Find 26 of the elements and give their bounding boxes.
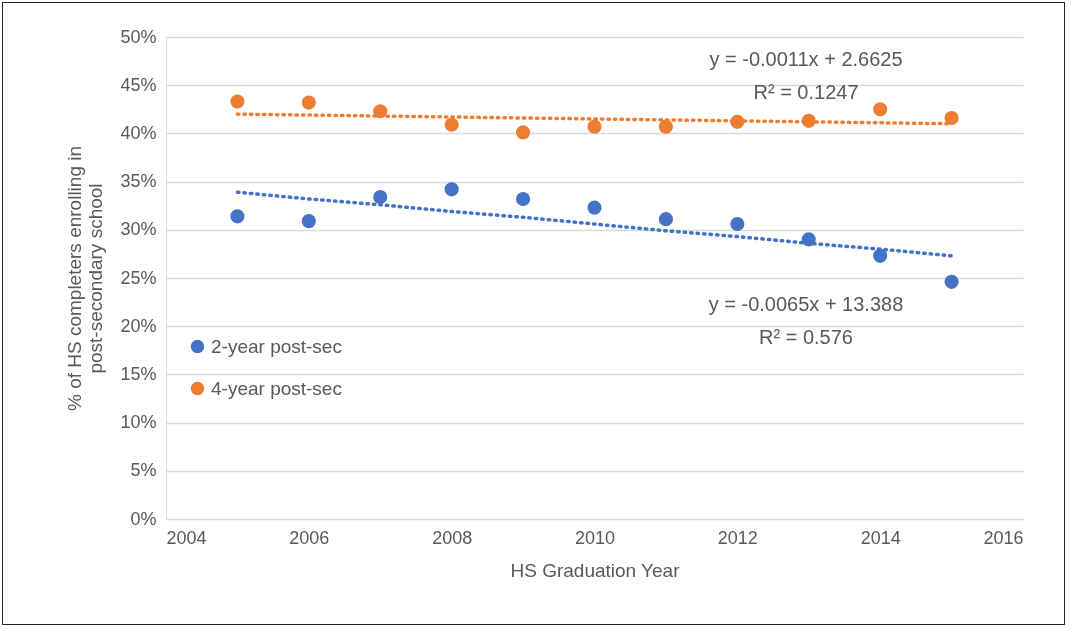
y-tick-label: 30% — [120, 219, 157, 240]
x-tick-label: 2004 — [166, 527, 207, 548]
annotation: R² = 0.576 — [759, 326, 853, 348]
y-tick-label: 50% — [120, 26, 157, 47]
legend-label: 4-year post-sec — [211, 377, 342, 399]
x-axis-title: HS Graduation Year — [510, 559, 681, 581]
x-tick-label: 2008 — [432, 527, 473, 548]
x-tick-label: 2014 — [860, 527, 901, 548]
x-tick-label: 2016 — [983, 527, 1024, 548]
y-tick-label: 35% — [120, 171, 157, 192]
y-tick-label: 20% — [120, 315, 157, 336]
annotation: R² = 0.1247 — [753, 81, 859, 103]
y-tick-label: 10% — [120, 412, 157, 433]
y-tick-label: 5% — [130, 460, 157, 481]
y-tick-label: 0% — [130, 508, 157, 529]
annotation: y = -0.0065x + 13.388 — [708, 293, 904, 315]
x-tick-label: 2010 — [574, 527, 616, 548]
y-tick-label: 15% — [120, 363, 157, 384]
x-tick-label: 2012 — [717, 527, 758, 548]
legend-label: 2-year post-sec — [211, 335, 342, 357]
annotation: y = -0.0011x + 2.6625 — [709, 48, 903, 70]
x-tick-label: 2006 — [289, 527, 330, 548]
y-axis-title: % of HS completers enrolling in post-secondary school — [64, 145, 107, 412]
y-tick-label: 45% — [120, 74, 157, 95]
y-tick-label: 25% — [120, 267, 157, 288]
y-tick-label: 40% — [120, 122, 157, 143]
